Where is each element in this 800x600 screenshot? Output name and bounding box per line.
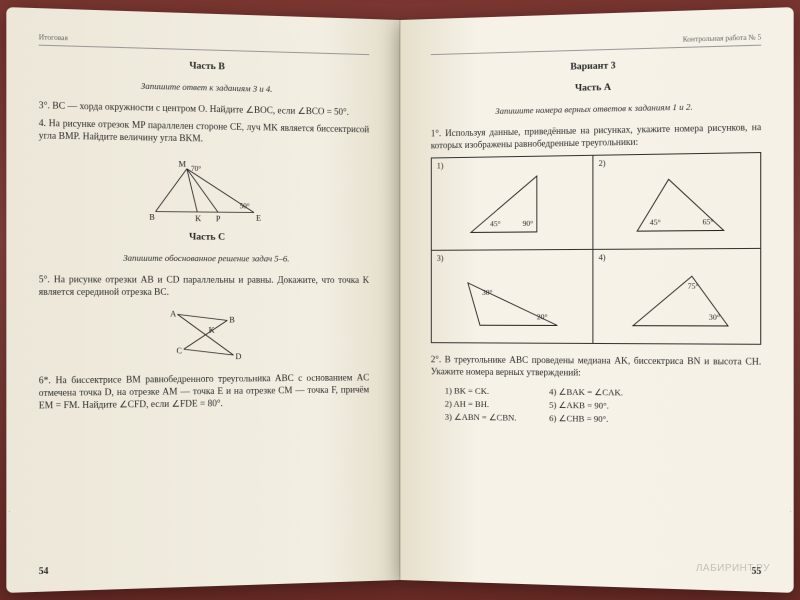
- watermark: ЛАБИРИНТ.РУ: [696, 563, 770, 574]
- svg-text:90°: 90°: [523, 219, 534, 228]
- svg-text:D: D: [235, 352, 241, 361]
- svg-text:B: B: [149, 213, 155, 222]
- left-page: Итоговая Часть B Запишите ответ к задани…: [6, 7, 400, 593]
- running-head-right: Контрольная работа № 5: [431, 33, 761, 55]
- open-book: Итоговая Часть B Запишите ответ к задани…: [20, 20, 780, 580]
- cell-2: 2) 45°65°: [593, 152, 761, 249]
- svg-text:70°: 70°: [190, 165, 200, 173]
- figure-parallelogram: A B C D K: [39, 304, 369, 368]
- svg-text:B: B: [229, 315, 234, 324]
- answer-item: 3) ∠ABN = ∠CBN.: [445, 411, 517, 424]
- answers-list: 1) BK = CK.2) AH = BH.3) ∠ABN = ∠CBN. 4)…: [445, 384, 761, 429]
- right-page: Контрольная работа № 5 Вариант 3 Часть A…: [400, 7, 794, 593]
- instr-c: Запишите обоснованное решение задач 5–6.: [39, 252, 369, 265]
- svg-text:30°: 30°: [482, 288, 493, 297]
- task-3: 3°. BC — хорда окружности с центром O. Н…: [39, 99, 369, 119]
- variant-title: Вариант 3: [431, 57, 761, 79]
- svg-text:30°: 30°: [709, 313, 720, 322]
- task-5: 5°. На рисунке отрезки AB и CD параллель…: [39, 272, 369, 297]
- header-left: Итоговая: [39, 33, 68, 44]
- svg-text:C: C: [176, 346, 182, 355]
- task-6: 6*. На биссектрисе BM равнобедренного тр…: [39, 371, 369, 412]
- svg-text:45°: 45°: [490, 219, 501, 228]
- svg-text:P: P: [215, 214, 220, 223]
- answer-item: 6) ∠CHB = 90°.: [549, 412, 623, 425]
- page-number-left: 54: [39, 564, 49, 577]
- instr-b: Запишите ответ к заданиям 3 и 4.: [39, 78, 369, 98]
- answer-item: 2) AH = BH.: [445, 398, 517, 410]
- svg-text:65°: 65°: [702, 217, 713, 226]
- instr-a: Запишите номера верных ответов к задания…: [431, 100, 761, 119]
- svg-text:A: A: [170, 309, 176, 318]
- svg-text:E: E: [255, 214, 260, 223]
- svg-text:20°: 20°: [537, 312, 548, 321]
- triangle-grid: 1) 45°90° 2) 45°65° 3) 30°20° 4) 75°30°: [431, 152, 761, 345]
- header-right: Контрольная работа № 5: [683, 33, 762, 45]
- answers-col-b: 4) ∠BAK = ∠CAK.5) ∠AKB = 90°.6) ∠CHB = 9…: [549, 385, 623, 427]
- answers-col-a: 1) BK = CK.2) AH = BH.3) ∠ABN = ∠CBN.: [445, 384, 517, 426]
- svg-text:50°: 50°: [239, 202, 249, 210]
- svg-text:K: K: [208, 325, 214, 334]
- part-c-title: Часть C: [39, 230, 369, 245]
- cell-3: 3) 30°20°: [431, 249, 593, 343]
- cell-1: 1) 45°90°: [431, 155, 593, 250]
- triangle-svg: 70° 50° B K P E M: [145, 150, 269, 223]
- figure-triangle-bmp: 70° 50° B K P E M: [39, 148, 369, 227]
- svg-text:75°: 75°: [688, 282, 699, 291]
- par-svg: A B C D K: [164, 304, 249, 364]
- cell-4: 4) 75°30°: [593, 248, 761, 344]
- task-1: 1°. Используя данные, приведённые на рис…: [431, 120, 761, 151]
- svg-text:K: K: [195, 214, 201, 223]
- answer-item: 5) ∠AKB = 90°.: [549, 399, 623, 412]
- part-b-title: Часть B: [39, 57, 369, 79]
- answer-item: 4) ∠BAK = ∠CAK.: [549, 386, 623, 399]
- part-a-title: Часть A: [431, 78, 761, 99]
- task-2: 2°. В треугольнике ABC проведены медиана…: [431, 353, 761, 380]
- task-4: 4. На рисунке отрезок MP параллелен стор…: [39, 116, 369, 147]
- answer-item: 1) BK = CK.: [445, 385, 517, 397]
- svg-text:M: M: [178, 160, 185, 169]
- svg-text:45°: 45°: [650, 218, 661, 227]
- running-head-left: Итоговая: [39, 33, 369, 55]
